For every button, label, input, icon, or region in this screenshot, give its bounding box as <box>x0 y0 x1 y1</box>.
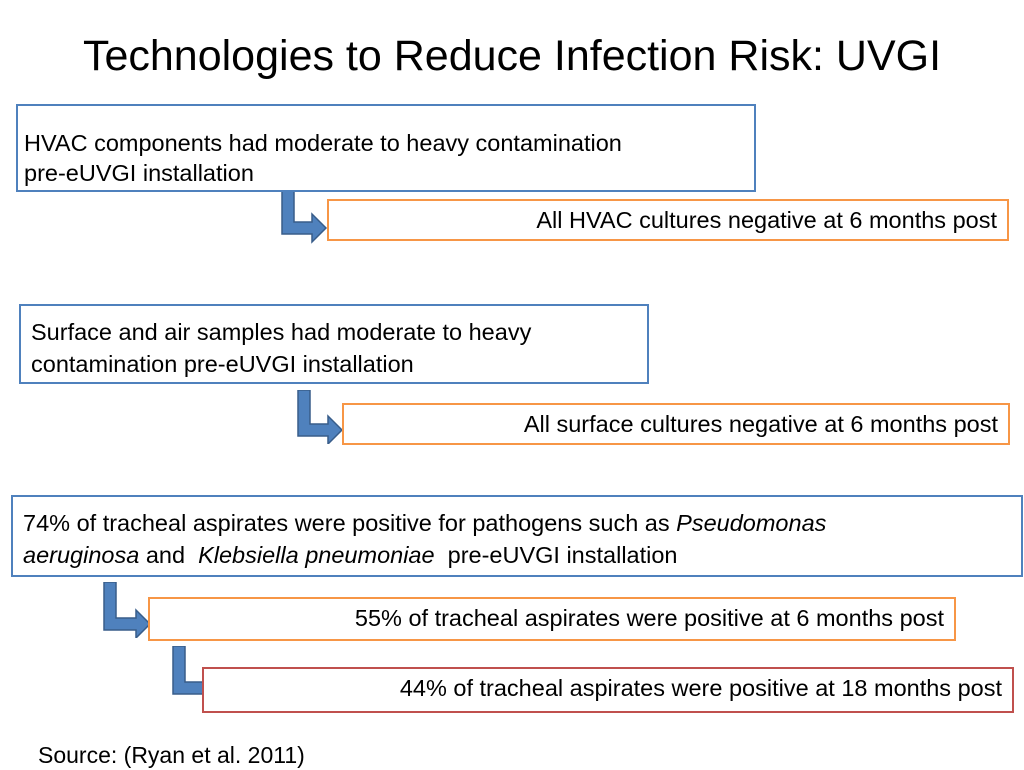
tracheal-18mo-text: 44% of tracheal aspirates were positive … <box>399 675 1002 701</box>
surface-before-line1: Surface and air samples had moderate to … <box>31 319 532 345</box>
tracheal-18mo-box: 44% of tracheal aspirates were positive … <box>202 667 1014 713</box>
hvac-before-line2: pre-eUVGI installation <box>24 160 254 186</box>
hvac-after-text: All HVAC cultures negative at 6 months p… <box>536 207 997 233</box>
surface-before-box: Surface and air samples had moderate to … <box>19 304 649 384</box>
surface-before-line2: contamination pre-eUVGI installation <box>31 351 414 377</box>
tracheal-before-text-3: pre-eUVGI installation <box>434 542 678 568</box>
source-citation: Source: (Ryan et al. 2011) <box>38 742 305 768</box>
surface-after-box: All surface cultures negative at 6 month… <box>342 403 1010 445</box>
tracheal-before-text-2: and <box>139 542 199 568</box>
tracheal-6mo-box: 55% of tracheal aspirates were positive … <box>148 597 956 641</box>
tracheal-before-text-1: 74% of tracheal aspirates were positive … <box>23 510 677 536</box>
hvac-before-box: HVAC components had moderate to heavy co… <box>16 104 756 192</box>
pathogen-klebsiella: Klebsiella pneumoniae <box>198 542 435 568</box>
elbow-arrow-icon <box>281 192 328 244</box>
tracheal-before-box: 74% of tracheal aspirates were positive … <box>11 495 1023 577</box>
elbow-arrow-icon <box>103 582 152 638</box>
slide-title: Technologies to Reduce Infection Risk: U… <box>82 32 942 80</box>
surface-after-text: All surface cultures negative at 6 month… <box>523 411 998 437</box>
hvac-before-line1: HVAC components had moderate to heavy co… <box>24 130 622 156</box>
pathogen-pseudomonas: Pseudomonas <box>676 510 827 536</box>
elbow-arrow-icon <box>297 390 344 444</box>
hvac-after-box: All HVAC cultures negative at 6 months p… <box>327 199 1009 241</box>
pathogen-aeruginosa: aeruginosa <box>23 542 140 568</box>
tracheal-6mo-text: 55% of tracheal aspirates were positive … <box>354 605 944 631</box>
